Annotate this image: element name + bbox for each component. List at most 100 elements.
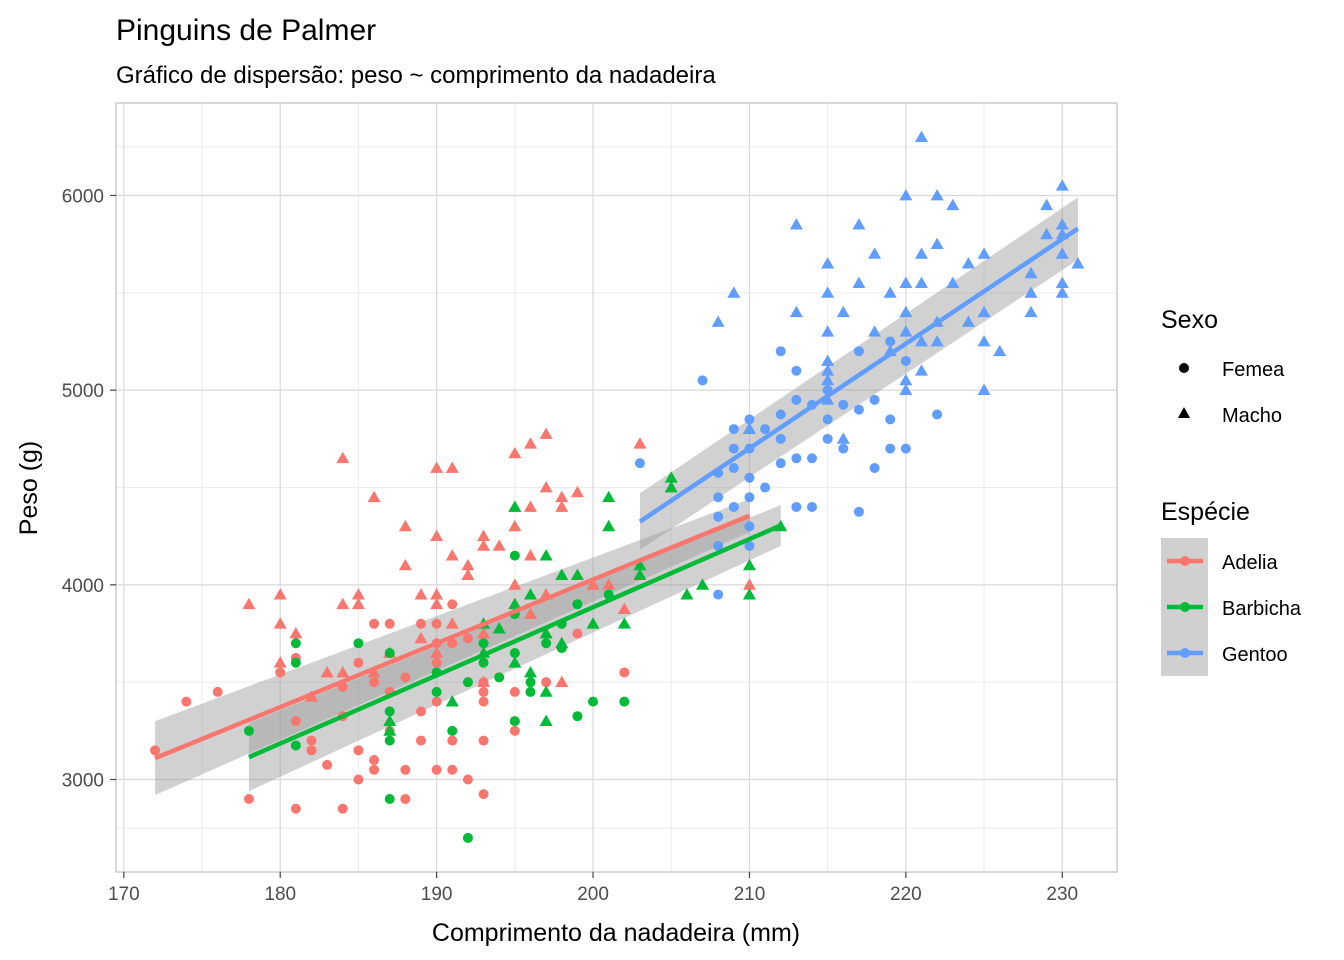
point-barbicha-macho [539, 714, 553, 726]
point-gentoo-macho [852, 218, 866, 230]
legend-point-barbicha [1180, 602, 1190, 612]
point-barbicha-femea [384, 735, 395, 746]
point-gentoo-femea [744, 414, 755, 425]
point-barbicha-macho [555, 568, 569, 580]
point-adelia-macho [555, 500, 569, 512]
x-tick-label: 230 [1046, 884, 1078, 905]
point-gentoo-femea [853, 506, 864, 517]
point-adelia-macho [367, 665, 381, 678]
point-adelia-femea [400, 672, 411, 683]
y-tick-label: 6000 [62, 186, 104, 207]
point-gentoo-femea [634, 458, 645, 469]
point-adelia-femea [384, 618, 395, 629]
point-gentoo-femea [744, 540, 755, 551]
legend-species: Espécie Adelia Barbicha Gentoo [1161, 498, 1302, 676]
point-gentoo-macho [977, 334, 991, 347]
fit-lines [154, 226, 1080, 761]
point-barbicha-macho [539, 685, 553, 697]
point-gentoo-macho [789, 305, 803, 318]
point-gentoo-femea [869, 394, 880, 405]
point-barbicha-femea [384, 647, 395, 658]
point-barbicha-femea [509, 550, 520, 561]
point-adelia-macho [539, 481, 553, 493]
point-gentoo-macho [1024, 266, 1038, 279]
point-barbicha-macho [742, 558, 756, 571]
x-tick-label: 170 [108, 884, 140, 905]
point-gentoo-macho [821, 325, 835, 337]
point-barbicha-femea [290, 740, 301, 751]
point-adelia-macho [523, 437, 537, 449]
point-gentoo-macho [1071, 257, 1085, 269]
legend-point-gentoo [1180, 648, 1190, 658]
point-gentoo-macho [1024, 305, 1038, 318]
point-adelia-femea [369, 677, 380, 688]
point-gentoo-femea [760, 424, 771, 435]
point-gentoo-macho [946, 276, 960, 288]
x-tick-label: 220 [890, 884, 922, 905]
point-adelia-femea [462, 774, 473, 785]
x-tick-label: 180 [264, 884, 296, 905]
point-barbicha-macho [539, 627, 553, 639]
point-gentoo-femea [885, 414, 896, 425]
point-gentoo-macho [993, 344, 1007, 357]
point-gentoo-femea [853, 404, 864, 415]
point-barbicha-macho [696, 578, 710, 590]
point-barbicha-macho [570, 568, 584, 580]
point-adelia-femea [447, 735, 458, 746]
point-barbicha-femea [509, 647, 520, 658]
point-gentoo-macho [946, 198, 960, 211]
point-adelia-femea [619, 667, 630, 678]
point-adelia-macho [336, 665, 350, 678]
point-gentoo-femea [713, 540, 724, 551]
point-barbicha-femea [588, 696, 599, 707]
point-gentoo-femea [713, 589, 724, 600]
chart-title: Pinguins de Palmer [116, 14, 376, 47]
point-adelia-macho [742, 578, 756, 590]
point-gentoo-femea [791, 453, 802, 464]
point-adelia-femea [400, 764, 411, 775]
point-barbicha-macho [633, 568, 647, 580]
point-adelia-macho [320, 665, 334, 678]
fit-line-gentoo [638, 226, 1080, 524]
point-adelia-macho [445, 549, 459, 561]
point-gentoo-femea [838, 443, 849, 454]
point-adelia-femea [150, 745, 161, 756]
point-gentoo-femea [713, 511, 724, 522]
point-adelia-femea [400, 793, 411, 804]
point-adelia-femea [478, 696, 489, 707]
point-barbicha-femea [494, 672, 505, 683]
point-gentoo-macho [977, 247, 991, 259]
point-adelia-macho [414, 631, 428, 644]
point-adelia-femea [478, 735, 489, 746]
point-gentoo-macho [930, 188, 944, 201]
legend-triangle-icon [1178, 407, 1190, 418]
legend-species-label-adelia: Adelia [1222, 552, 1278, 574]
point-barbicha-macho [664, 481, 678, 493]
point-adelia-macho [430, 646, 444, 658]
point-adelia-femea [447, 638, 458, 649]
point-adelia-femea [447, 764, 458, 775]
point-adelia-macho [273, 588, 287, 600]
point-gentoo-femea [900, 443, 911, 454]
legend-circle-icon [1179, 363, 1189, 373]
y-axis-label: Peso (g) [15, 441, 43, 535]
point-adelia-femea [353, 745, 364, 756]
point-adelia-femea [415, 706, 426, 717]
point-adelia-macho [273, 656, 287, 668]
point-barbicha-femea [462, 832, 473, 843]
fit-line-barbicha [248, 523, 782, 760]
point-adelia-femea [447, 599, 458, 610]
point-gentoo-femea [807, 453, 818, 464]
point-adelia-femea [431, 764, 442, 775]
point-barbicha-macho [555, 636, 569, 649]
point-barbicha-femea [572, 599, 583, 610]
point-gentoo-macho [852, 276, 866, 288]
point-barbicha-macho [586, 617, 600, 629]
point-barbicha-macho [664, 471, 678, 483]
point-adelia-macho [477, 539, 491, 551]
point-adelia-femea [431, 657, 442, 668]
point-gentoo-macho [836, 432, 850, 444]
point-adelia-femea [181, 696, 192, 707]
point-adelia-femea [415, 618, 426, 629]
